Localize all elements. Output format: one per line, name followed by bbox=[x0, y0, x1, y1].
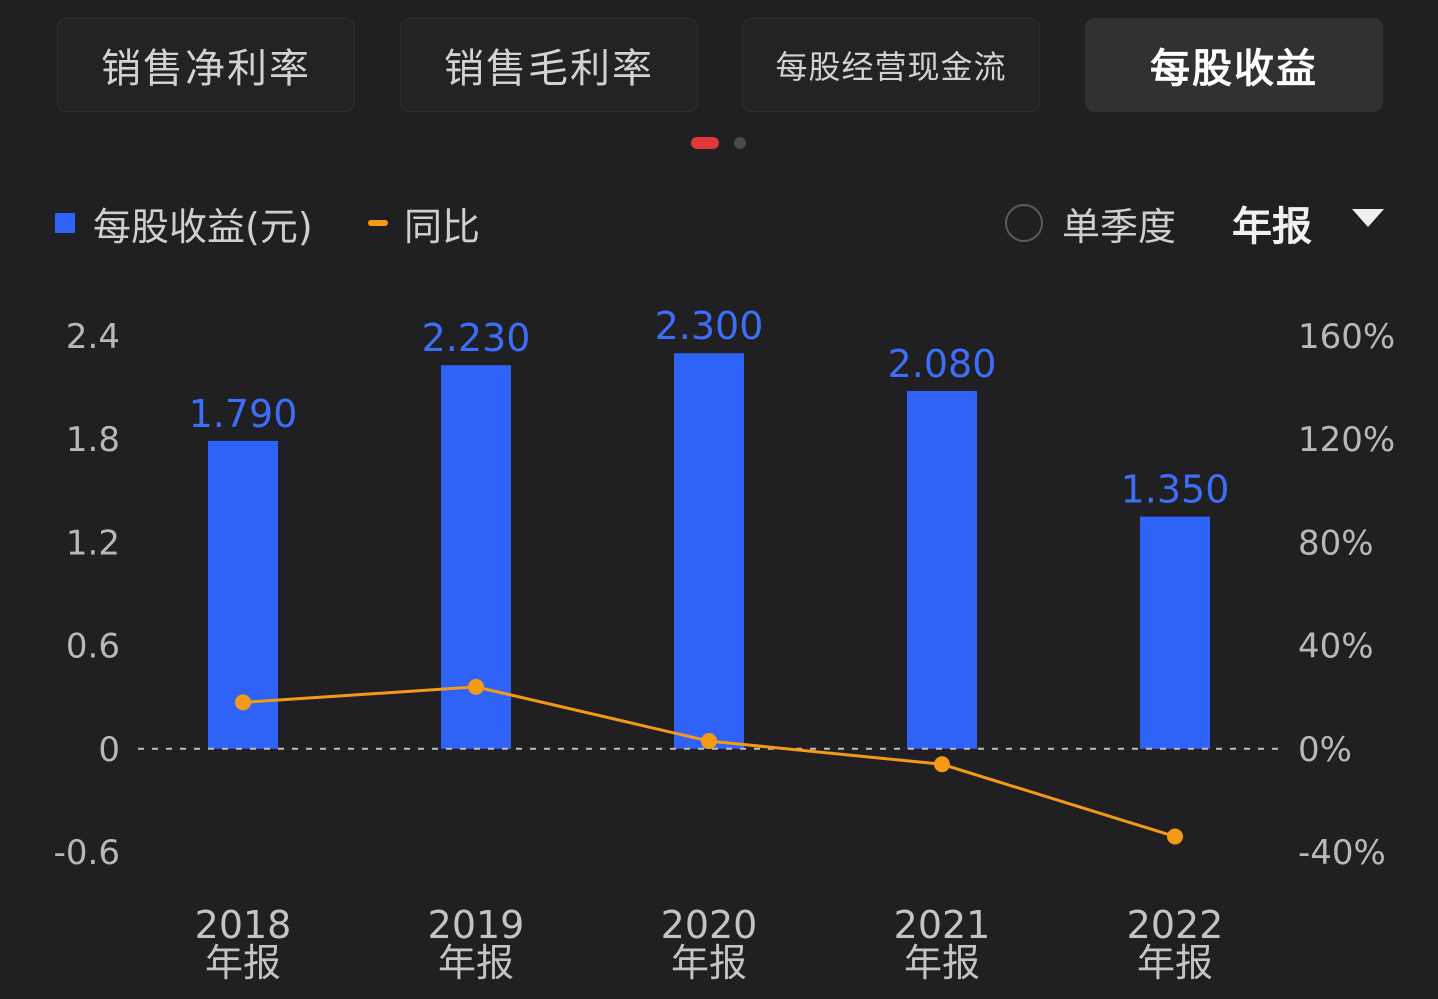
eps-bar bbox=[674, 353, 744, 749]
x-category-year-label: 2018 bbox=[195, 903, 292, 947]
left-axis-tick-label: 0.6 bbox=[66, 627, 120, 667]
right-axis-tick-label: -40% bbox=[1298, 833, 1386, 873]
period-dropdown-value: 年报 bbox=[1232, 204, 1312, 250]
left-axis-tick-label: -0.6 bbox=[54, 833, 120, 873]
x-category-year-label: 2019 bbox=[428, 903, 525, 947]
yoy-point bbox=[235, 694, 251, 711]
tab-gross-margin[interactable]: 销售毛利率 bbox=[400, 18, 698, 112]
x-category-year-label: 2022 bbox=[1127, 903, 1224, 947]
indicator-tabs: 销售净利率 销售毛利率 每股经营现金流 每股收益 bbox=[0, 0, 1438, 130]
single-quarter-radio-icon[interactable] bbox=[1005, 204, 1043, 242]
right-axis-tick-label: 40% bbox=[1298, 627, 1374, 667]
tab-operating-cashflow-per-share[interactable]: 每股经营现金流 bbox=[742, 18, 1040, 112]
eps-bar-value-label: 2.080 bbox=[888, 342, 997, 386]
caret-down-icon bbox=[1352, 209, 1384, 227]
x-category-period-label: 年报 bbox=[904, 941, 980, 985]
x-category-period-label: 年报 bbox=[1137, 941, 1213, 985]
left-axis-tick-label: 1.2 bbox=[66, 523, 120, 563]
eps-bar bbox=[1140, 516, 1210, 749]
period-dropdown[interactable]: 年报 bbox=[1232, 195, 1392, 251]
line-swatch-icon bbox=[368, 220, 388, 226]
yoy-point bbox=[1167, 828, 1183, 845]
page-dot-active[interactable] bbox=[691, 137, 719, 149]
x-category-period-label: 年报 bbox=[205, 941, 281, 985]
right-axis-tick-label: 160% bbox=[1298, 317, 1395, 357]
legend-eps-label: 每股收益(元) bbox=[93, 204, 313, 249]
legend-eps: 每股收益(元) bbox=[55, 195, 313, 251]
right-axis-tick-label: 80% bbox=[1298, 523, 1374, 563]
eps-bar-value-label: 2.300 bbox=[655, 304, 764, 348]
legend-yoy-label: 同比 bbox=[404, 204, 481, 249]
yoy-point bbox=[934, 756, 950, 773]
eps-bar-value-label: 2.230 bbox=[422, 316, 531, 360]
x-category-period-label: 年报 bbox=[671, 941, 747, 985]
x-category-period-label: 年报 bbox=[438, 941, 514, 985]
left-axis-tick-label: 1.8 bbox=[66, 420, 120, 460]
right-axis-tick-label: 120% bbox=[1298, 420, 1395, 460]
eps-bar-value-label: 1.790 bbox=[189, 392, 298, 436]
bar-swatch-icon bbox=[55, 213, 75, 233]
page-indicator bbox=[0, 137, 1438, 149]
page-dot[interactable] bbox=[734, 137, 746, 149]
yoy-point bbox=[701, 733, 717, 750]
tab-net-margin[interactable]: 销售净利率 bbox=[57, 18, 355, 112]
x-category-year-label: 2020 bbox=[661, 903, 758, 947]
eps-bar-value-label: 1.350 bbox=[1121, 468, 1230, 512]
legend-yoy: 同比 bbox=[368, 195, 480, 251]
x-category-year-label: 2021 bbox=[894, 903, 991, 947]
chart-legend: 每股收益(元) 同比 bbox=[0, 195, 1438, 255]
yoy-point bbox=[468, 678, 484, 695]
tab-eps[interactable]: 每股收益 bbox=[1085, 18, 1383, 112]
left-axis-tick-label: 0 bbox=[98, 730, 120, 770]
single-quarter-label[interactable]: 单季度 bbox=[1062, 204, 1177, 249]
left-axis-tick-label: 2.4 bbox=[66, 317, 120, 357]
eps-bar bbox=[907, 391, 977, 749]
right-axis-tick-label: 0% bbox=[1298, 730, 1352, 770]
